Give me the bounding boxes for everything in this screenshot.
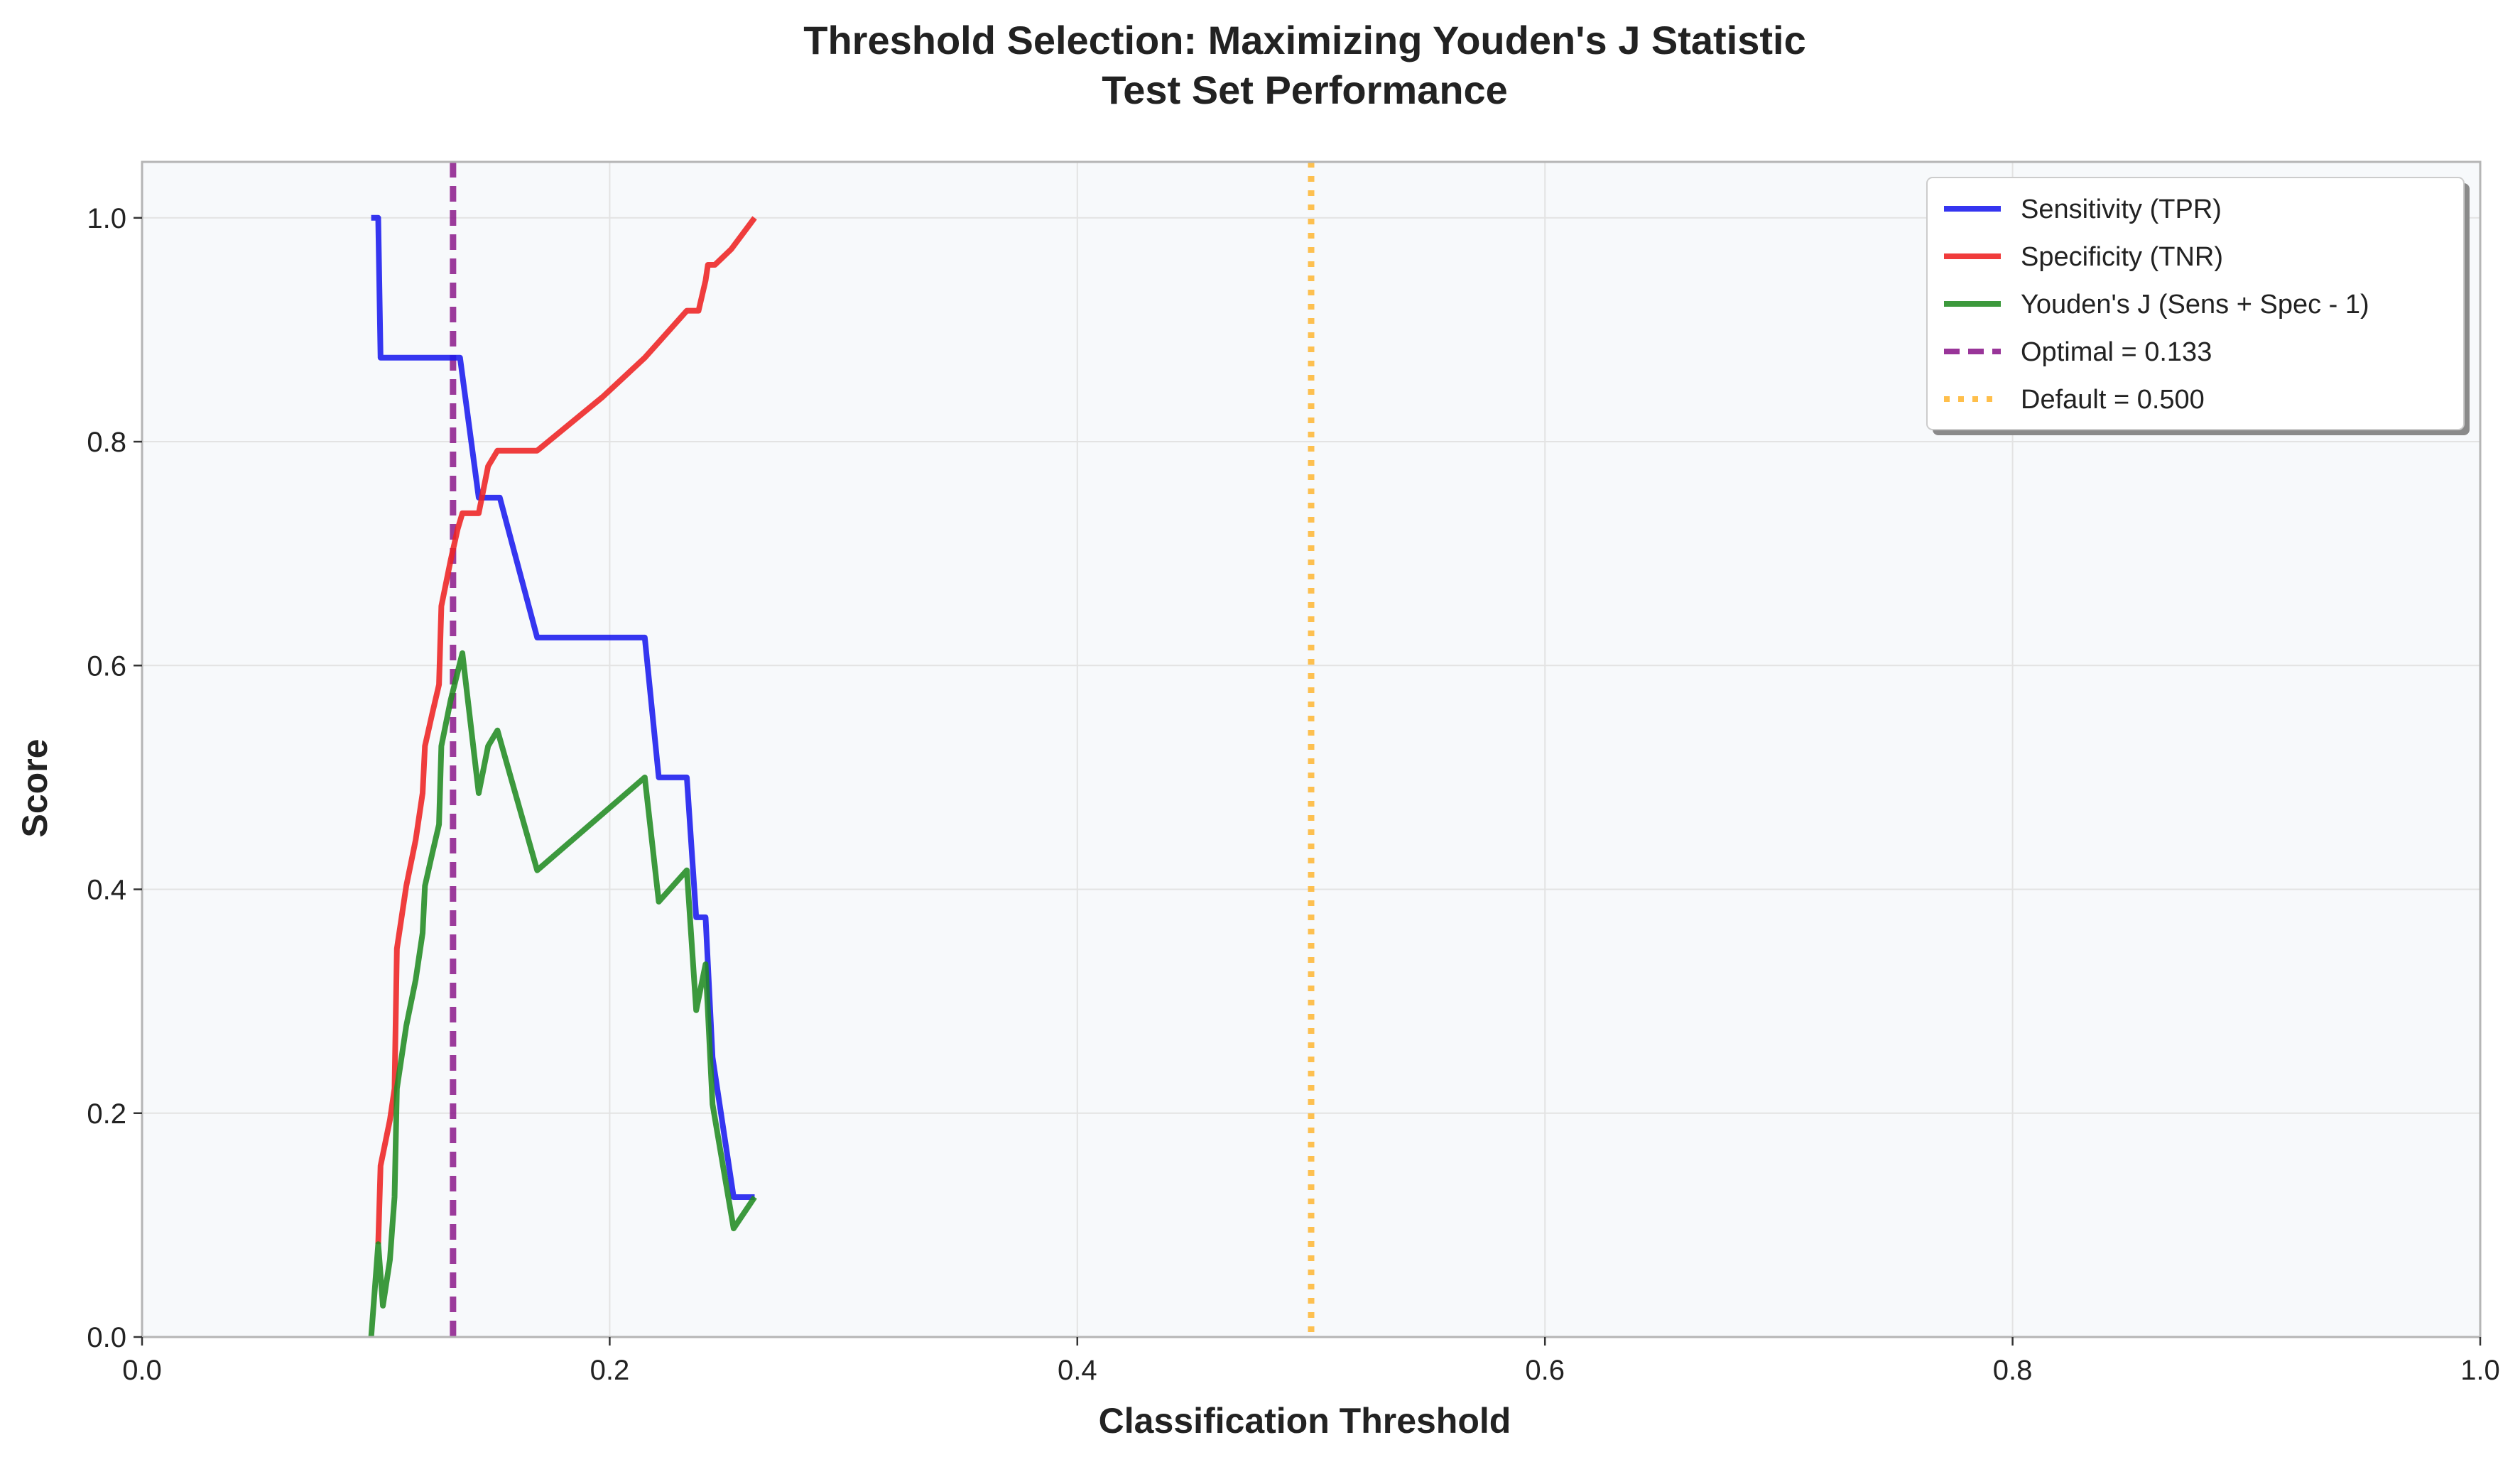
y-axis-label: Score xyxy=(15,739,55,838)
y-tick-label: 0.2 xyxy=(87,1098,126,1130)
x-tick-label: 0.6 xyxy=(1525,1355,1565,1386)
legend-label-youden-s-j-sens-spec-1: Youden's J (Sens + Spec - 1) xyxy=(2021,290,2369,320)
x-axis-label: Classification Threshold xyxy=(1099,1401,1511,1441)
plot-frame xyxy=(141,160,2482,1338)
legend-box xyxy=(1926,177,2465,430)
y-tick-label: 0.0 xyxy=(87,1322,126,1353)
x-tick-label: 0.4 xyxy=(1058,1355,1097,1386)
series-lines xyxy=(368,214,757,1338)
y-tick-label: 0.8 xyxy=(87,427,126,458)
x-tick-label: 0.2 xyxy=(590,1355,630,1386)
legend-label-default-0-500: Default = 0.500 xyxy=(2021,385,2205,415)
chart-subtitle: Test Set Performance xyxy=(1102,67,1508,112)
legend-label-specificity-tnr: Specificity (TNR) xyxy=(2021,242,2223,272)
x-tick-label: 0.8 xyxy=(1993,1355,2033,1386)
y-tick-label: 0.6 xyxy=(87,650,126,682)
y-tick-label: 1.0 xyxy=(87,203,126,234)
chart-title: Threshold Selection: Maximizing Youden's… xyxy=(803,18,1806,62)
x-tick-label: 0.0 xyxy=(122,1355,162,1386)
y-tick-label: 0.4 xyxy=(87,875,126,906)
youden-s-j-sens-spec-1-line xyxy=(368,650,757,1338)
x-tick-label: 1.0 xyxy=(2460,1355,2500,1386)
axis-ticks: 0.0 0.2 0.4 0.6 0.8 1.0 0.0 0.2 0.4 0.6 0.8 1.0 xyxy=(87,203,2499,1386)
specificity-tnr-line xyxy=(375,216,757,1245)
legend: Sensitivity (TPR) Specificity (TNR) Youden… xyxy=(1926,177,2470,435)
legend-label-optimal-0-133: Optimal = 0.133 xyxy=(2021,337,2212,367)
legend-label-sensitivity-tpr: Sensitivity (TPR) xyxy=(2021,195,2222,224)
